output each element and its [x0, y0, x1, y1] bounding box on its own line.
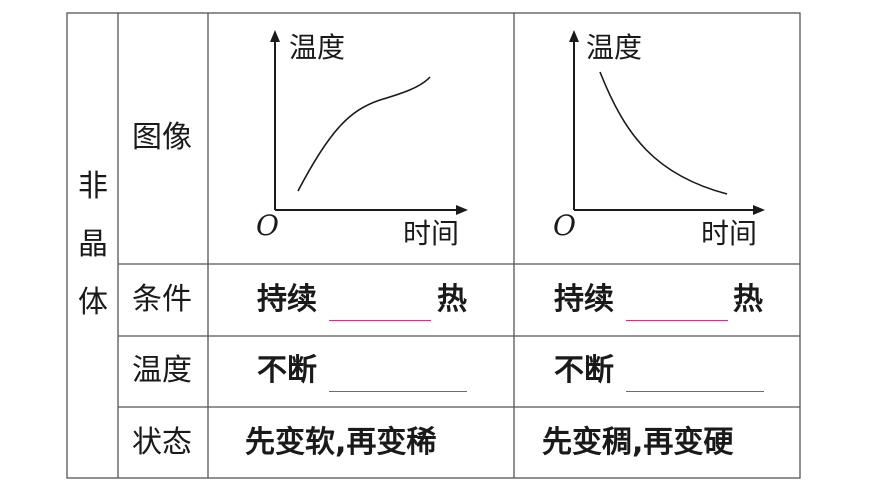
temperature-left-prefix: 不断	[257, 353, 317, 388]
temperature-left-blank	[329, 391, 467, 392]
graph-right-x-arrow	[753, 205, 765, 215]
row-header-state: 状态	[132, 425, 192, 460]
temperature-right-prefix: 不断	[554, 353, 614, 388]
temperature-right-blank	[626, 391, 764, 392]
row-header-condition: 条件	[132, 282, 192, 317]
row-header-image: 图像	[132, 120, 192, 155]
state-right: 先变稠,再变硬	[542, 425, 734, 460]
graph-right-curve	[599, 71, 728, 195]
graph-right-x-label: 时间	[701, 217, 758, 250]
graph-left-x-label: 时间	[403, 217, 460, 250]
condition-left-prefix: 持续	[257, 282, 317, 317]
condition-left-suffix: 热	[437, 282, 467, 317]
state-left: 先变软,再变稀	[245, 425, 437, 460]
condition-right-blank	[626, 320, 728, 321]
group-char-1: 非	[78, 169, 108, 204]
group-char-2: 晶	[78, 227, 108, 262]
condition-left-blank	[329, 320, 431, 321]
graph-right-y-arrow	[569, 30, 579, 42]
row-header-temperature: 温度	[132, 353, 192, 388]
graph-left-curve	[297, 76, 431, 192]
condition-right-suffix: 热	[733, 282, 763, 317]
graph-left-x-arrow	[456, 205, 468, 215]
graph-left-origin: O	[256, 209, 279, 242]
condition-right-prefix: 持续	[554, 282, 614, 317]
graph-right-origin: O	[553, 209, 576, 242]
graph-left-y-label: 温度	[289, 31, 346, 64]
graph-left-y-arrow	[270, 30, 280, 42]
group-char-3: 体	[78, 285, 108, 320]
graph-right-y-label: 温度	[586, 31, 643, 64]
table-border	[66, 12, 801, 479]
